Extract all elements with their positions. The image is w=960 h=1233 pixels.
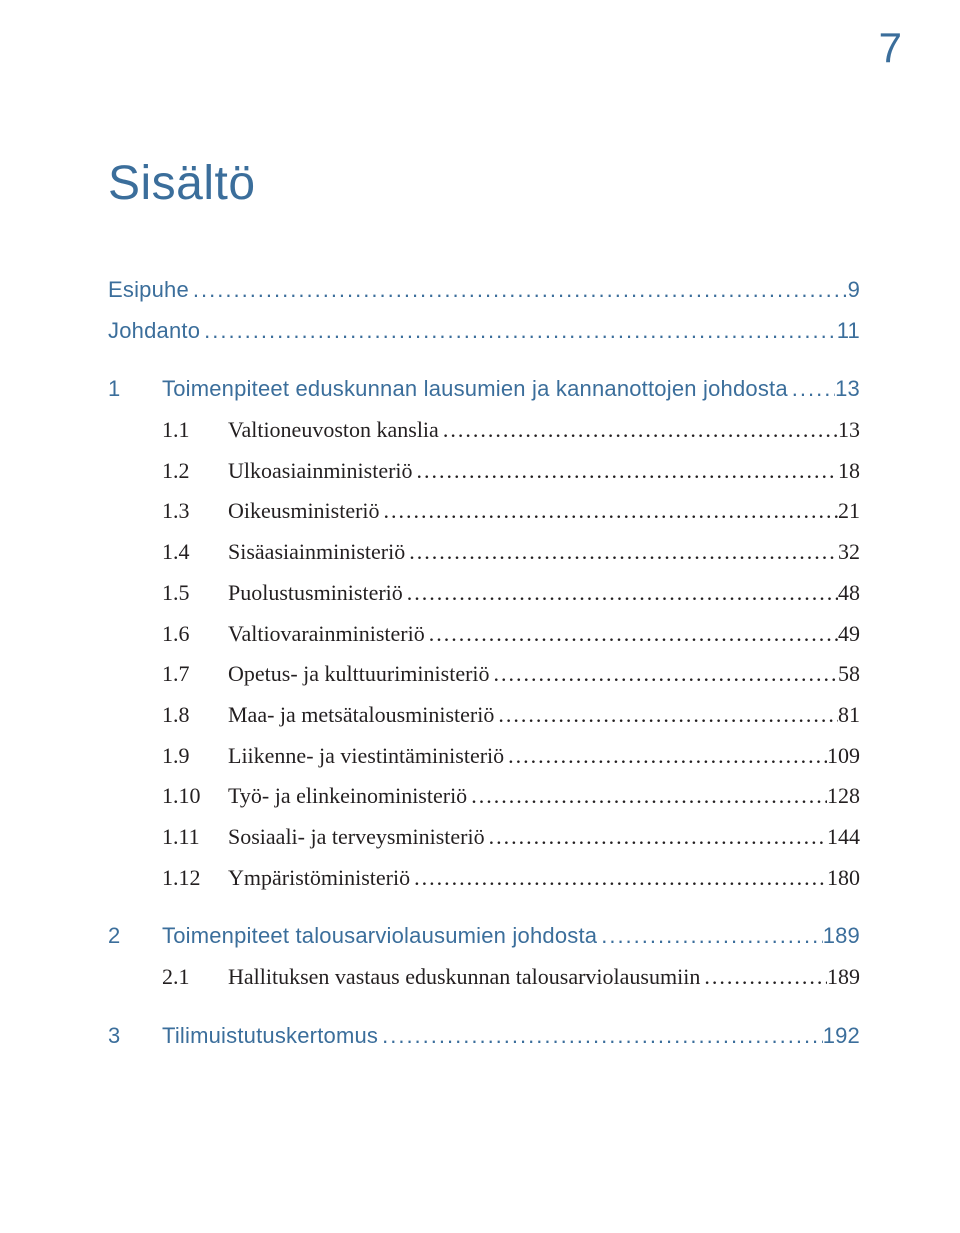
toc-dot-leaders: ........................................…: [485, 822, 827, 852]
toc-entry-page: 81: [838, 700, 860, 730]
toc-dot-leaders: ........................................…: [490, 659, 838, 689]
toc-heading-row: 2Toimenpiteet talousarviolausumien johdo…: [108, 921, 860, 951]
toc-entry-label: Sisäasiainministeriö: [228, 537, 405, 567]
toc-entry-label: Toimenpiteet eduskunnan lausumien ja kan…: [162, 374, 788, 404]
toc-entry-label: Puolustusministeriö: [228, 578, 403, 608]
page-number: 7: [879, 24, 902, 72]
toc-entry-number: 3: [108, 1021, 162, 1051]
toc-entry-label: Valtioneuvoston kanslia: [228, 415, 439, 445]
toc-sub-row: 1.7Opetus- ja kulttuuriministeriö.......…: [108, 659, 860, 689]
toc-entry-number: 1.6: [162, 619, 228, 649]
toc-list: Esipuhe.................................…: [108, 275, 860, 1050]
toc-entry-page: 9: [848, 275, 860, 305]
toc-entry-number: 1.8: [162, 700, 228, 730]
toc-entry-label: Hallituksen vastaus eduskunnan talousarv…: [228, 962, 700, 992]
toc-entry-label: Toimenpiteet talousarviolausumien johdos…: [162, 921, 597, 951]
toc-container: Sisältö Esipuhe.........................…: [108, 156, 860, 1050]
toc-entry-page: 18: [838, 456, 860, 486]
toc-entry-label: Oikeusministeriö: [228, 496, 380, 526]
toc-entry-label: Valtiovarainministeriö: [228, 619, 425, 649]
page-title: Sisältö: [108, 156, 860, 211]
toc-dot-leaders: ........................................…: [189, 275, 848, 305]
toc-sub-row: 2.1Hallituksen vastaus eduskunnan talous…: [108, 962, 860, 992]
toc-entry-label: Liikenne- ja viestintäministeriö: [228, 741, 504, 771]
toc-entry-page: 189: [827, 962, 860, 992]
toc-entry-page: 32: [838, 537, 860, 567]
toc-sub-row: 1.9Liikenne- ja viestintäministeriö.....…: [108, 741, 860, 771]
toc-entry-page: 58: [838, 659, 860, 689]
toc-entry-label: Esipuhe: [108, 275, 189, 305]
toc-entry-number: 1.2: [162, 456, 228, 486]
toc-entry-page: 13: [835, 374, 860, 404]
toc-entry-number: 1.5: [162, 578, 228, 608]
toc-entry-label: Ulkoasiainministeriö: [228, 456, 413, 486]
toc-heading-row: Johdanto................................…: [108, 316, 860, 346]
toc-sub-row: 1.5Puolustusministeriö..................…: [108, 578, 860, 608]
toc-entry-page: 180: [827, 863, 860, 893]
toc-dot-leaders: ........................................…: [378, 1021, 823, 1051]
toc-entry-label: Opetus- ja kulttuuriministeriö: [228, 659, 490, 689]
toc-entry-number: 1.12: [162, 863, 228, 893]
toc-entry-number: 1.1: [162, 415, 228, 445]
toc-entry-number: 1.10: [162, 781, 228, 811]
toc-entry-number: 1.7: [162, 659, 228, 689]
toc-dot-leaders: ........................................…: [597, 921, 822, 951]
toc-entry-page: 11: [837, 316, 860, 346]
toc-entry-label: Sosiaali- ja terveysministeriö: [228, 822, 485, 852]
toc-dot-leaders: ........................................…: [504, 741, 827, 771]
toc-entry-label: Johdanto: [108, 316, 200, 346]
toc-dot-leaders: ........................................…: [467, 781, 827, 811]
toc-heading-row: 3Tilimuistutuskertomus..................…: [108, 1021, 860, 1051]
toc-entry-page: 109: [827, 741, 860, 771]
toc-sub-row: 1.2Ulkoasiainministeriö.................…: [108, 456, 860, 486]
toc-entry-page: 144: [827, 822, 860, 852]
toc-heading-row: Esipuhe.................................…: [108, 275, 860, 305]
toc-sub-row: 1.6Valtiovarainministeriö...............…: [108, 619, 860, 649]
toc-entry-number: 1: [108, 374, 162, 404]
toc-entry-number: 1.4: [162, 537, 228, 567]
toc-dot-leaders: ........................................…: [439, 415, 838, 445]
toc-entry-number: 1.11: [162, 822, 228, 852]
toc-entry-number: 1.9: [162, 741, 228, 771]
toc-sub-row: 1.11Sosiaali- ja terveysministeriö......…: [108, 822, 860, 852]
toc-entry-label: Maa- ja metsätalousministeriö: [228, 700, 494, 730]
toc-entry-number: 1.3: [162, 496, 228, 526]
toc-sub-row: 1.1Valtioneuvoston kanslia..............…: [108, 415, 860, 445]
toc-entry-number: 2: [108, 921, 162, 951]
toc-entry-page: 189: [823, 921, 860, 951]
toc-entry-label: Työ- ja elinkeinoministeriö: [228, 781, 467, 811]
toc-entry-page: 49: [838, 619, 860, 649]
toc-sub-row: 1.12Ympäristöministeriö.................…: [108, 863, 860, 893]
toc-dot-leaders: ........................................…: [200, 316, 837, 346]
toc-sub-row: 1.8Maa- ja metsätalousministeriö........…: [108, 700, 860, 730]
toc-entry-page: 192: [823, 1021, 860, 1051]
toc-dot-leaders: ........................................…: [410, 863, 827, 893]
toc-heading-row: 1Toimenpiteet eduskunnan lausumien ja ka…: [108, 374, 860, 404]
toc-dot-leaders: ........................................…: [380, 496, 838, 526]
toc-dot-leaders: ........................................…: [425, 619, 838, 649]
toc-dot-leaders: ........................................…: [788, 374, 835, 404]
toc-sub-row: 1.3Oikeusministeriö.....................…: [108, 496, 860, 526]
toc-entry-number: 2.1: [162, 962, 228, 992]
toc-entry-page: 13: [838, 415, 860, 445]
toc-sub-row: 1.10Työ- ja elinkeinoministeriö.........…: [108, 781, 860, 811]
toc-entry-label: Ympäristöministeriö: [228, 863, 410, 893]
toc-entry-page: 21: [838, 496, 860, 526]
toc-dot-leaders: ........................................…: [413, 456, 838, 486]
toc-entry-label: Tilimuistutuskertomus: [162, 1021, 378, 1051]
toc-sub-row: 1.4Sisäasiainministeriö.................…: [108, 537, 860, 567]
toc-entry-page: 128: [827, 781, 860, 811]
toc-dot-leaders: ........................................…: [405, 537, 838, 567]
toc-dot-leaders: ........................................…: [494, 700, 838, 730]
toc-entry-page: 48: [838, 578, 860, 608]
toc-dot-leaders: ........................................…: [403, 578, 838, 608]
toc-dot-leaders: ........................................…: [700, 962, 827, 992]
